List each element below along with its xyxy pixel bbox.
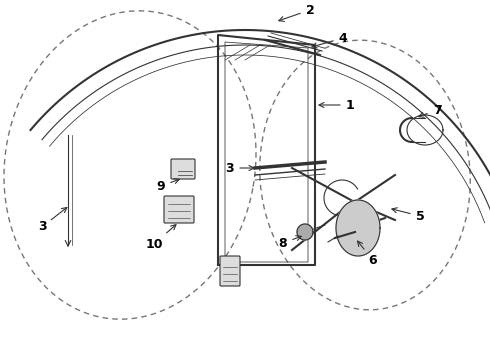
FancyBboxPatch shape	[220, 256, 240, 286]
Text: 6: 6	[358, 241, 377, 266]
Polygon shape	[336, 200, 380, 256]
Text: 7: 7	[419, 104, 441, 117]
Text: 4: 4	[312, 31, 347, 48]
Text: 9: 9	[157, 179, 179, 193]
FancyBboxPatch shape	[171, 159, 195, 179]
Text: 2: 2	[279, 4, 315, 22]
Polygon shape	[297, 224, 313, 240]
Text: 3: 3	[226, 162, 254, 175]
Text: 10: 10	[145, 225, 176, 251]
FancyBboxPatch shape	[164, 196, 194, 223]
Text: 8: 8	[279, 236, 301, 249]
Text: 1: 1	[319, 99, 354, 112]
Text: 3: 3	[38, 207, 67, 234]
Text: 5: 5	[392, 208, 424, 222]
